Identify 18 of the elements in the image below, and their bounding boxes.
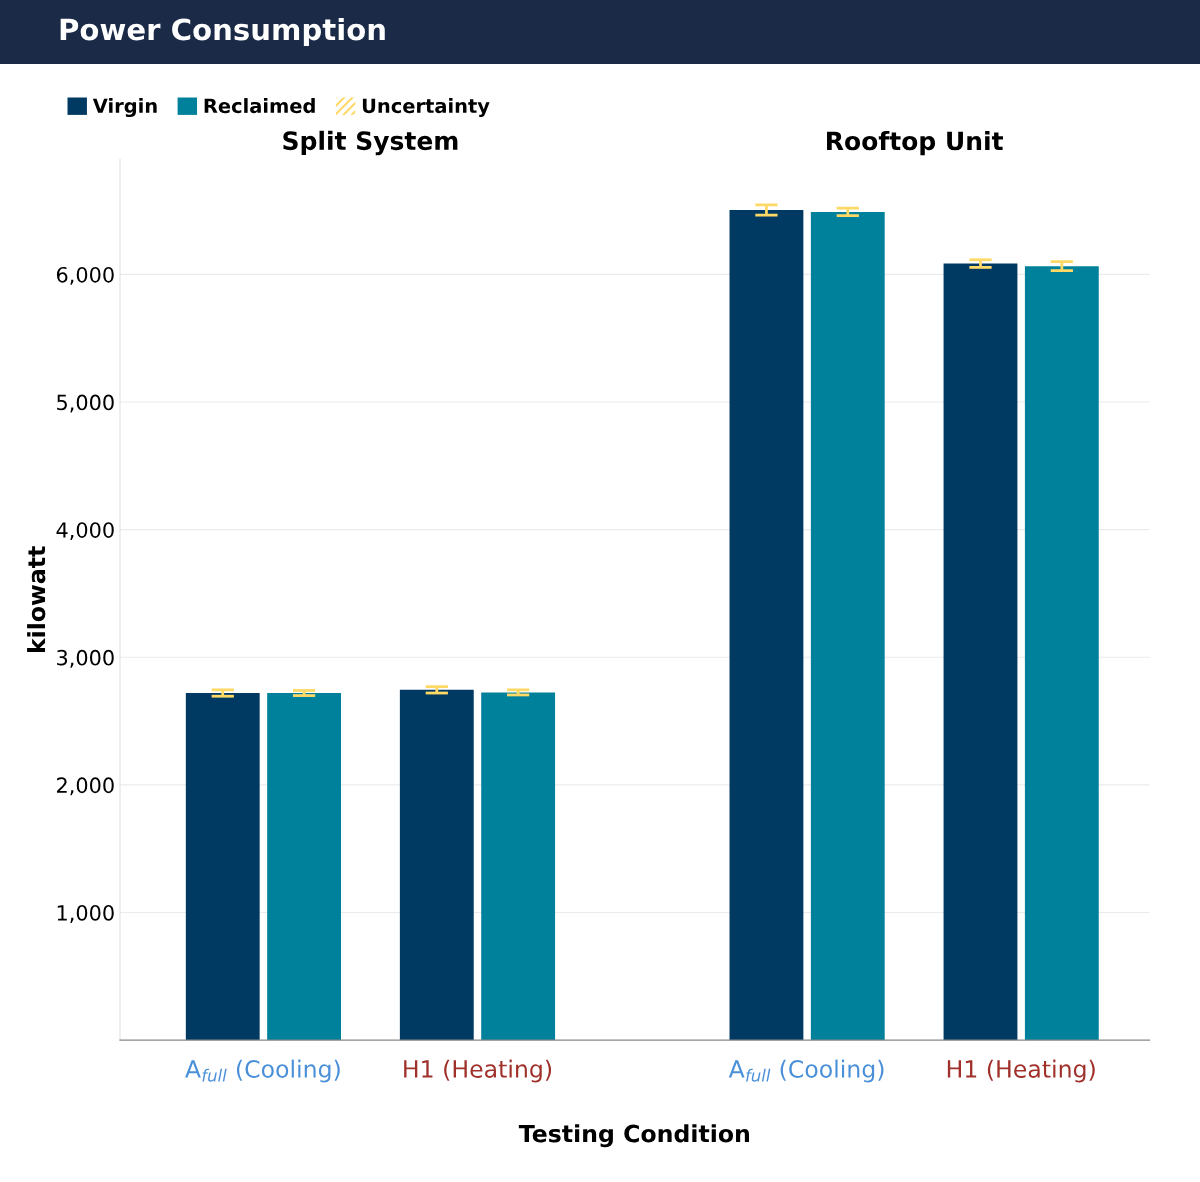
- x-tick-label: H1 (Heating): [404, 1059, 552, 1083]
- y-axis-title: kilowatt: [27, 546, 46, 653]
- x-tick-label: H1 (Heating): [947, 1059, 1095, 1083]
- y-tick-label: 6,000: [56, 266, 114, 285]
- text: Split System: [283, 130, 458, 156]
- x-tick-label: A$_{full}$ (Cooling): [185, 1059, 340, 1083]
- y-tick-label: 3,000: [57, 649, 114, 668]
- y-tick-label: 1,000: [57, 904, 114, 923]
- legend-label: Virgin: [92, 98, 157, 118]
- text: Rooftop Unit: [827, 130, 1003, 156]
- y-tick-label: 4,000: [56, 522, 114, 541]
- legend-label: Uncertainty: [362, 98, 490, 118]
- y-tick-label: 5,000: [57, 394, 114, 413]
- y-tick-label: 2,000: [57, 777, 114, 796]
- legend-label: Reclaimed: [204, 98, 315, 114]
- x-axis-title: Testing Condition: [518, 1124, 750, 1148]
- x-tick-label: A$_{full}$ (Cooling): [728, 1059, 884, 1083]
- chart-title: Power Consumption: [60, 17, 385, 47]
